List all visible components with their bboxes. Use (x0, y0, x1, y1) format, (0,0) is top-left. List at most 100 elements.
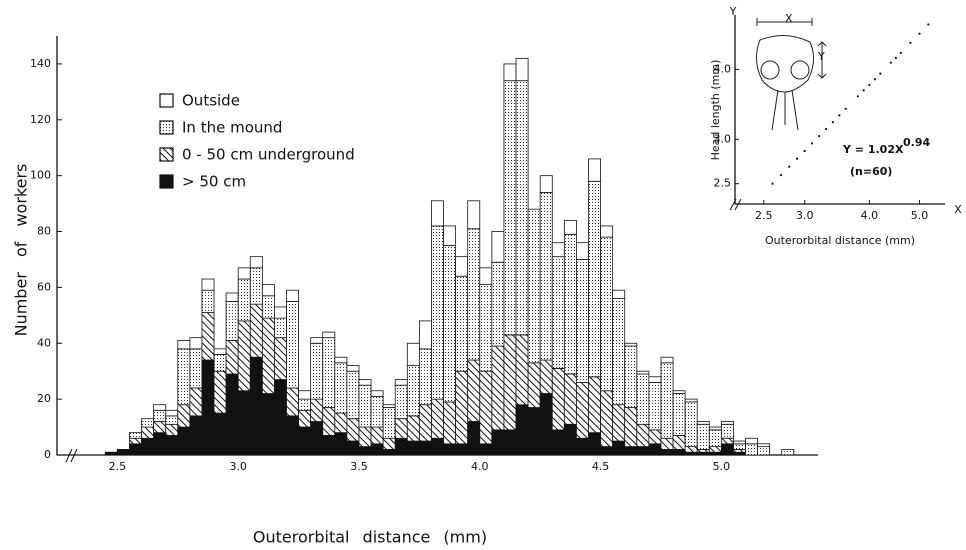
legend-swatch (159, 174, 174, 189)
bar-segment (539, 359, 553, 394)
bar-segment (491, 345, 505, 431)
bar-segment (600, 225, 614, 238)
bar-segment (612, 440, 626, 456)
point (909, 41, 912, 44)
bar-segment (733, 443, 746, 450)
x-tick-label: 3.0 (796, 209, 814, 222)
bar-segment (600, 446, 614, 456)
bar-segment (189, 337, 203, 350)
bar-segment (201, 278, 215, 291)
annotation: Y = 1.02X (842, 143, 904, 156)
bar-segment (189, 348, 203, 389)
bar-segment (479, 267, 493, 286)
x-axis-label: Outerorbital distance (mm) (765, 234, 915, 247)
point (818, 135, 821, 138)
bar-segment (310, 421, 324, 456)
bar-segment (467, 200, 481, 230)
bar-segment (394, 379, 408, 386)
bar-segment (261, 284, 275, 297)
y-tick-label: 0 (44, 448, 51, 461)
bar-segment (576, 259, 589, 383)
bar-segment (551, 368, 565, 431)
bar-segment (346, 365, 360, 372)
bar-segment (696, 449, 710, 453)
bar-segment (249, 303, 263, 358)
bar-segment (467, 421, 481, 456)
y-tick-label: 40 (37, 336, 51, 349)
x-tick-label: 2.5 (755, 209, 773, 222)
y-tick-label: 100 (30, 169, 51, 182)
bar-segment (443, 401, 457, 445)
legend-label: > 50 cm (182, 173, 246, 191)
bar-segment (551, 242, 565, 258)
bar-segment (636, 446, 650, 456)
bar-segment (648, 376, 662, 383)
bar-segment (467, 228, 481, 361)
bar-segment (358, 426, 372, 448)
bar-segment (757, 443, 771, 448)
point (894, 56, 897, 60)
bar-segment (358, 384, 372, 428)
bar-segment (684, 401, 698, 448)
bar-segment (418, 404, 432, 442)
bar-segment (346, 370, 360, 420)
bar-segment (177, 426, 191, 456)
bar-segment (334, 412, 348, 434)
bar-segment (551, 429, 565, 456)
y-tick-label: 20 (37, 392, 51, 405)
annotation: Y (817, 50, 825, 63)
bar-segment (733, 440, 746, 445)
bar-segment (406, 440, 420, 456)
y-axis-label: Head length (mm) (709, 60, 722, 161)
bar-segment (274, 306, 287, 319)
bar-segment (310, 337, 324, 344)
bar-segment (189, 415, 203, 456)
bar-segment (406, 365, 420, 417)
bar-segment (515, 57, 529, 82)
bar-segment (418, 440, 432, 456)
bar-segment (165, 435, 179, 456)
bar-segment (696, 423, 710, 450)
bar-segment (129, 443, 142, 456)
bar-segment (443, 225, 457, 246)
bar-segment (576, 242, 589, 260)
x-tick-label: 3.5 (350, 460, 368, 473)
bar-segment (370, 390, 384, 397)
point (795, 157, 799, 160)
bar-segment (225, 340, 239, 375)
bar-segment (394, 384, 408, 420)
bar-segment (624, 446, 638, 456)
bar-segment (298, 409, 312, 428)
bar-segment (503, 334, 517, 431)
point (788, 165, 791, 168)
bar-segment (116, 449, 130, 456)
bar-segment (358, 446, 372, 456)
bar-segment (684, 446, 698, 453)
annotation: (n=60) (850, 165, 892, 178)
bar-segment (648, 381, 662, 431)
bar-segment (515, 404, 529, 456)
bar-segment (600, 236, 614, 392)
legend-swatch (159, 93, 174, 108)
head-sketch (756, 18, 827, 131)
bar-segment (563, 233, 577, 375)
point (831, 121, 834, 124)
bar-segment (636, 373, 650, 425)
bar-segment (745, 437, 759, 445)
bar-segment (733, 449, 746, 453)
bar-segment (708, 451, 722, 456)
x-tick-label: 2.5 (109, 460, 127, 473)
legend-label: 0 - 50 cm underground (182, 146, 355, 164)
bar-segment (298, 390, 312, 400)
x-tick-label: 4.0 (861, 209, 879, 222)
point (844, 107, 847, 110)
bar-segment (261, 295, 275, 319)
bar-segment (370, 395, 384, 428)
y-tick-label: 3.0 (714, 132, 732, 145)
point (873, 78, 877, 81)
bar-segment (177, 404, 191, 428)
bar-segment (503, 80, 517, 336)
y-tick-label: 80 (37, 225, 51, 238)
bar-segment (491, 429, 505, 456)
